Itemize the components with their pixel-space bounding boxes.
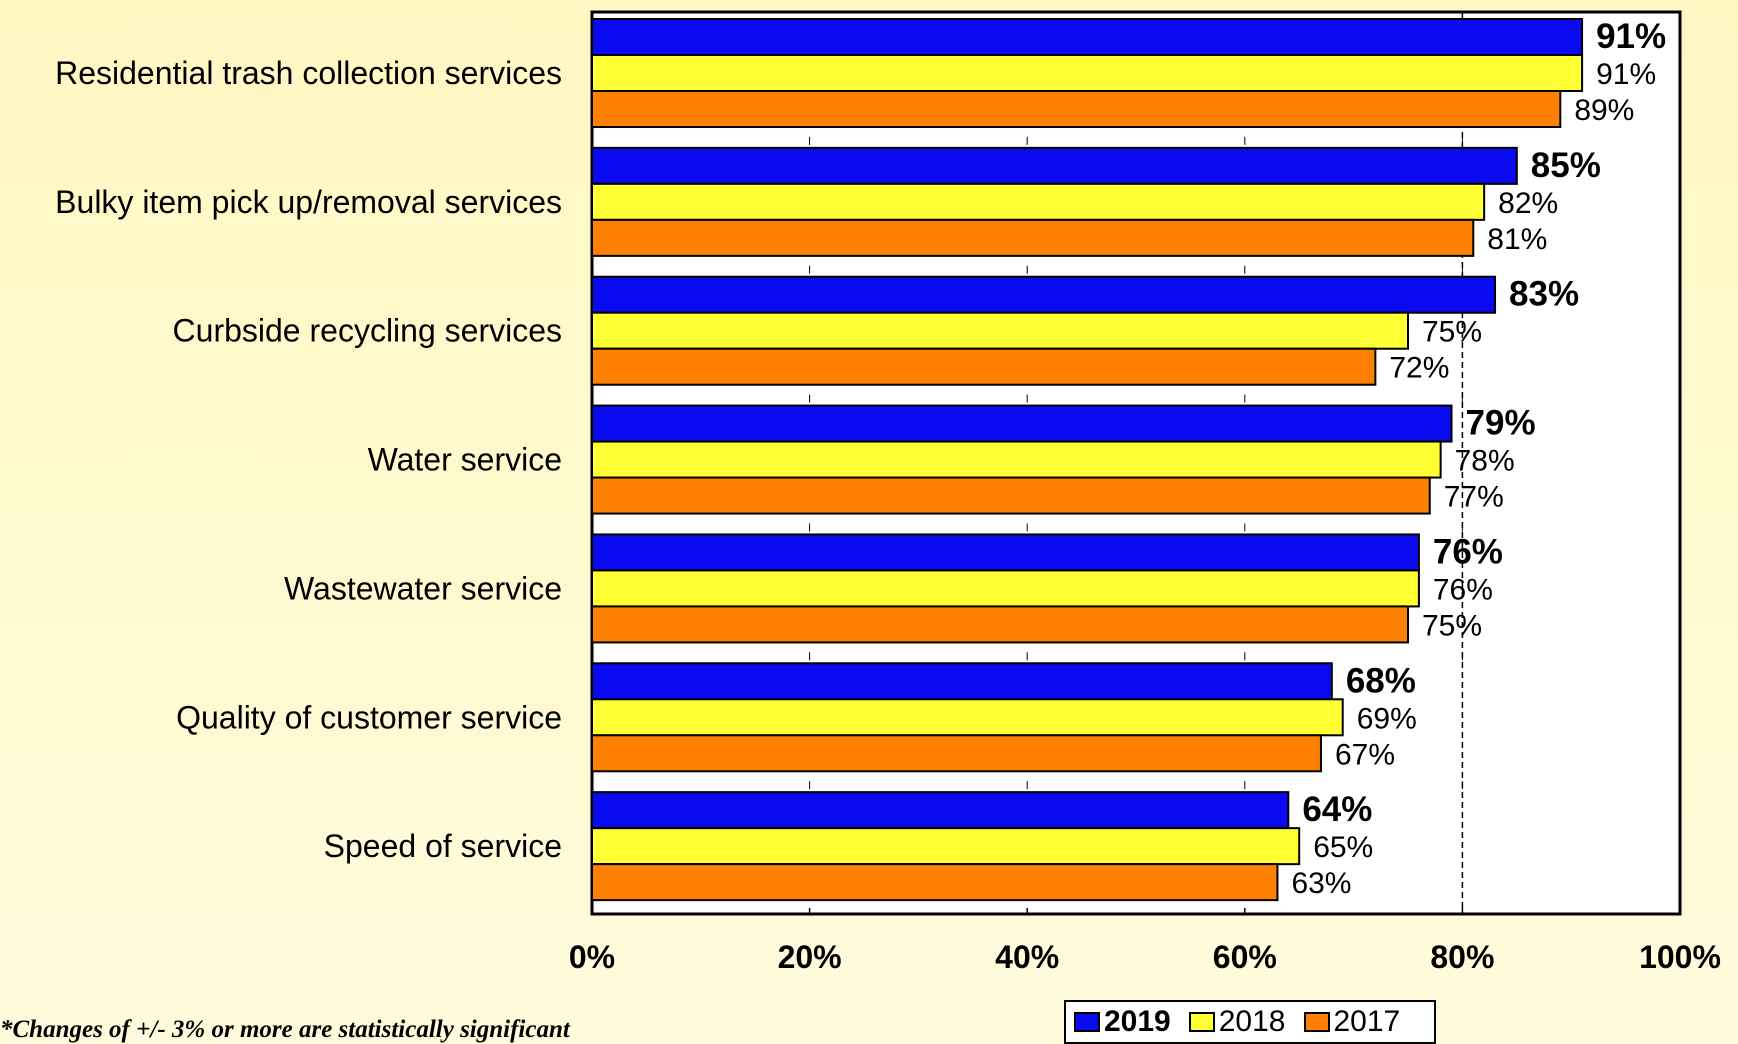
bar-2017 <box>591 476 1431 515</box>
data-label-2018: 78% <box>1455 445 1515 478</box>
category-label: Bulky item pick up/removal services <box>55 184 562 220</box>
category-label: Residential trash collection services <box>55 55 562 91</box>
x-tick-label: 60% <box>1213 939 1277 975</box>
bar-2019 <box>591 18 1584 56</box>
bar-2018 <box>591 54 1584 92</box>
x-tick-label: 20% <box>778 939 842 975</box>
data-label-2018: 65% <box>1313 831 1373 864</box>
data-label-2019: 64% <box>1302 790 1372 829</box>
data-label-2017: 77% <box>1444 481 1504 514</box>
bar-2018 <box>591 440 1442 479</box>
footnote: *Changes of +/- 3% or more are statistic… <box>0 1016 570 1043</box>
legend-swatch-2018 <box>1188 1012 1215 1032</box>
bar-2017 <box>591 90 1562 128</box>
legend-label-2017: 2017 <box>1333 1005 1401 1038</box>
x-axis-ticks: 0% 20% 40% 60% 80% 100% <box>569 939 1721 975</box>
legend: 2019 2018 2017 <box>1064 1000 1436 1044</box>
x-tick-label: 0% <box>569 939 615 975</box>
category-label: Water service <box>368 442 562 478</box>
legend-swatch-2019 <box>1074 1012 1100 1032</box>
data-label-2017: 67% <box>1335 738 1395 771</box>
bar-2018 <box>591 182 1486 221</box>
bar-2019 <box>591 146 1518 185</box>
data-label-2019: 85% <box>1531 146 1601 185</box>
data-label-2018: 82% <box>1498 187 1558 220</box>
legend-item-2017: 2017 <box>1303 1005 1401 1039</box>
data-label-2018: 75% <box>1422 316 1482 349</box>
legend-item-2018: 2018 <box>1188 1005 1286 1039</box>
data-label-2018: 91% <box>1596 58 1656 91</box>
bar-2017 <box>591 734 1322 773</box>
bar-2018 <box>591 827 1301 866</box>
bar-2018 <box>591 569 1420 608</box>
data-label-2017: 75% <box>1422 609 1482 642</box>
data-labels: 91%91%89%85%82%81%83%75%72%79%78%77%76%7… <box>1291 17 1666 900</box>
data-label-2017: 63% <box>1291 867 1351 900</box>
legend-swatch-2017 <box>1303 1012 1330 1032</box>
category-label: Quality of customer service <box>176 699 562 735</box>
bars <box>591 18 1584 902</box>
category-label: Curbside recycling services <box>173 313 562 349</box>
bar-2019 <box>591 662 1333 701</box>
category-label: Speed of service <box>324 828 562 864</box>
legend-label-2019: 2019 <box>1104 1005 1171 1038</box>
bar-2017 <box>591 863 1279 902</box>
data-label-2017: 72% <box>1389 352 1449 385</box>
data-label-2018: 76% <box>1433 573 1493 606</box>
data-label-2019: 68% <box>1346 661 1416 700</box>
bar-2017 <box>591 605 1409 644</box>
data-label-2019: 91% <box>1596 17 1666 56</box>
bar-2017 <box>591 347 1377 386</box>
data-label-2019: 79% <box>1466 404 1536 443</box>
category-labels: Residential trash collection services Bul… <box>55 55 562 864</box>
bar-2019 <box>591 404 1453 443</box>
data-label-2017: 89% <box>1574 94 1634 127</box>
bar-2019 <box>591 275 1497 314</box>
legend-item-2019: 2019 <box>1074 1005 1171 1039</box>
bar-2018 <box>591 698 1344 737</box>
data-label-2017: 81% <box>1487 223 1547 256</box>
x-tick-label: 40% <box>995 939 1059 975</box>
bar-2017 <box>591 218 1475 257</box>
data-label-2018: 69% <box>1357 702 1417 735</box>
category-label: Wastewater service <box>284 570 562 606</box>
x-tick-label: 100% <box>1639 939 1721 975</box>
data-label-2019: 83% <box>1509 275 1579 314</box>
bar-2018 <box>591 311 1409 350</box>
data-label-2019: 76% <box>1433 532 1503 571</box>
bar-2019 <box>591 533 1420 572</box>
x-tick-label: 80% <box>1430 939 1494 975</box>
bar-2019 <box>591 791 1290 830</box>
legend-label-2018: 2018 <box>1218 1005 1286 1038</box>
